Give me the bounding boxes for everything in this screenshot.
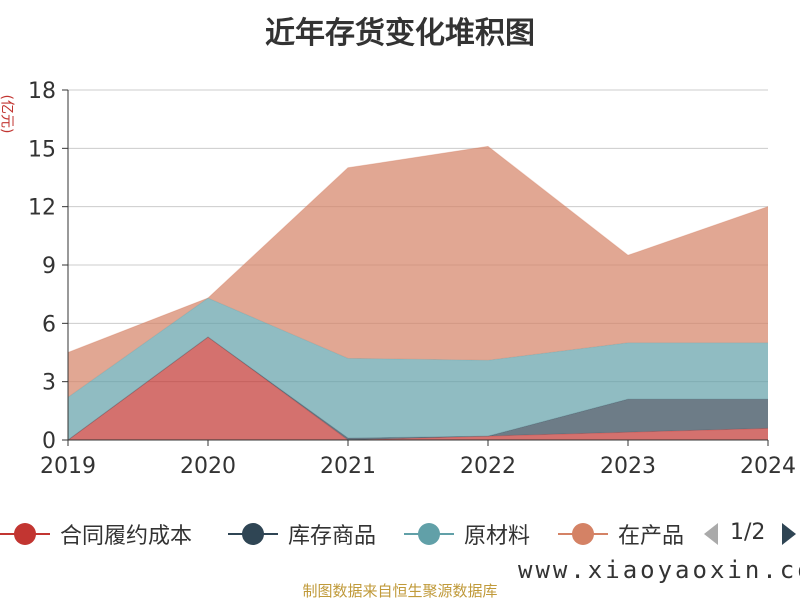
legend-pager: 1/2 xyxy=(700,514,800,554)
legend-symbol-icon xyxy=(228,514,278,554)
legend-item[interactable]: 库存商品 xyxy=(228,514,376,554)
axes xyxy=(62,89,769,446)
area-series-3 xyxy=(68,298,768,440)
legend-symbol-icon xyxy=(0,514,50,554)
x-tick-label: 2019 xyxy=(40,454,96,479)
legend-label: 库存商品 xyxy=(288,524,377,549)
area-series xyxy=(67,145,769,441)
source-note: 制图数据来自恒生聚源数据库 xyxy=(302,582,498,600)
y-tick-label: 6 xyxy=(42,312,56,337)
legend-symbol-icon xyxy=(558,514,608,554)
y-tick-label: 3 xyxy=(42,371,56,396)
x-tick-label: 2022 xyxy=(460,454,516,479)
y-tick-label: 0 xyxy=(42,429,56,454)
chart-title: 近年存货变化堆积图 xyxy=(265,16,535,51)
legend-page-indicator: 1/2 xyxy=(730,520,766,545)
y-tick-label: 9 xyxy=(42,254,56,279)
legend-dot xyxy=(14,523,36,545)
legend-dot xyxy=(572,523,594,545)
legend-label: 原材料 xyxy=(464,524,531,549)
watermark: www.xiaoyaoxin.com xyxy=(518,556,800,584)
legend-item[interactable]: 合同履约成本 xyxy=(0,514,192,554)
y-tick-label: 12 xyxy=(28,196,56,221)
x-tick-label: 2021 xyxy=(320,454,376,479)
legend-items: 合同履约成本 库存商品 原材料 在产品 xyxy=(0,514,688,554)
legend-item[interactable]: 在产品 xyxy=(558,514,684,554)
legend-dot xyxy=(242,523,264,545)
series-line-4 xyxy=(67,145,769,353)
legend-symbol-icon xyxy=(404,514,454,554)
y-tick-label: 15 xyxy=(28,137,56,162)
area-series-2 xyxy=(68,336,768,440)
area-series-4 xyxy=(68,146,768,398)
prev-page-icon[interactable] xyxy=(704,523,718,545)
legend-item[interactable]: 原材料 xyxy=(404,514,530,554)
x-tick-label: 2023 xyxy=(600,454,656,479)
y-tick-label: 18 xyxy=(28,79,56,104)
legend-label: 合同履约成本 xyxy=(60,524,193,549)
x-tick-label: 2024 xyxy=(740,454,796,479)
legend-label: 在产品 xyxy=(618,524,685,549)
legend-dot xyxy=(418,523,440,545)
x-tick-label: 2020 xyxy=(180,454,236,479)
tick-labels: 0 3 6 9 12 15 18 2019 2020 2021 2022 2023 2024 xyxy=(28,79,796,479)
legend: 合同履约成本 库存商品 原材料 在产品 xyxy=(0,514,800,554)
next-page-icon[interactable] xyxy=(782,523,796,545)
